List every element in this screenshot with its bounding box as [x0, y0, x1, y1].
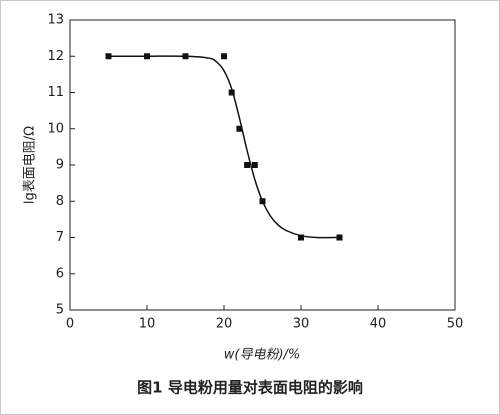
y-tick-label: 7 [56, 230, 64, 245]
data-point [144, 53, 150, 60]
data-point [105, 53, 112, 60]
y-tick-label: 10 [47, 121, 64, 136]
x-tick-label: 30 [293, 317, 310, 332]
y-axis-label: lg表面电阻/Ω [23, 126, 38, 204]
x-tick-label: 50 [447, 317, 464, 332]
data-point [251, 162, 258, 168]
x-tick-label: 0 [66, 317, 74, 332]
y-tick-label: 8 [56, 194, 64, 209]
x-tick-label: 20 [216, 317, 233, 332]
x-tick-label: 10 [139, 317, 156, 332]
y-tick-label: 13 [47, 13, 64, 28]
y-tick-label: 11 [47, 85, 64, 100]
data-point [298, 234, 304, 241]
data-point [244, 162, 251, 168]
data-point [336, 234, 343, 241]
data-point [221, 53, 227, 60]
y-tick-label: 9 [56, 158, 64, 173]
data-point [259, 198, 266, 205]
y-tick-label: 12 [47, 49, 64, 64]
x-axis-label: w(导电粉)/% [224, 348, 301, 363]
fit-curve [108, 55, 340, 239]
y-tick-label: 5 [56, 303, 64, 318]
caption: 图1 导电粉用量对表面电阻的影响 [137, 379, 363, 397]
data-point [182, 53, 189, 60]
x-tick-label: 40 [370, 317, 387, 332]
data-point [236, 125, 243, 132]
y-tick-label: 6 [56, 266, 64, 281]
data-point [228, 89, 235, 96]
